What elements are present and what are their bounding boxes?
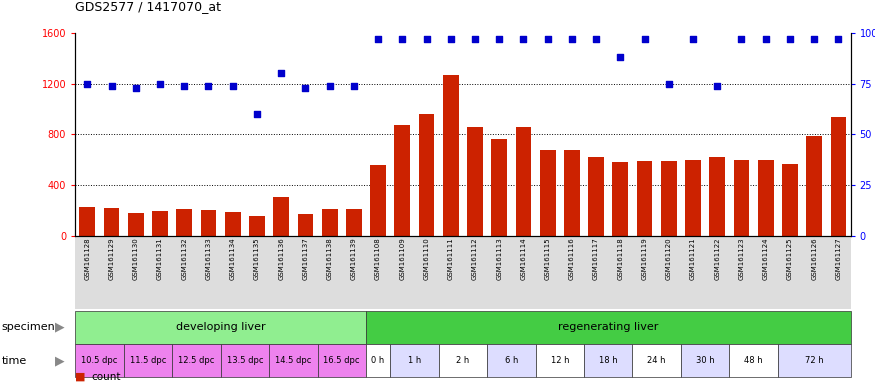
Point bbox=[346, 83, 360, 89]
Text: 16.5 dpc: 16.5 dpc bbox=[324, 356, 360, 365]
Bar bbox=[273, 197, 289, 236]
Text: 30 h: 30 h bbox=[696, 356, 715, 365]
Text: 14.5 dpc: 14.5 dpc bbox=[275, 356, 312, 365]
Bar bbox=[492, 139, 508, 236]
Text: 6 h: 6 h bbox=[505, 356, 518, 365]
Text: 72 h: 72 h bbox=[805, 356, 823, 365]
Point bbox=[323, 83, 337, 89]
Point bbox=[178, 83, 192, 89]
Point bbox=[613, 54, 627, 60]
Text: 13.5 dpc: 13.5 dpc bbox=[227, 356, 263, 365]
Bar bbox=[249, 216, 265, 236]
Text: 48 h: 48 h bbox=[745, 356, 763, 365]
Point bbox=[371, 36, 385, 42]
Text: 18 h: 18 h bbox=[598, 356, 618, 365]
Point bbox=[444, 36, 458, 42]
Point bbox=[396, 36, 410, 42]
Bar bbox=[225, 212, 241, 236]
Text: 12.5 dpc: 12.5 dpc bbox=[178, 356, 214, 365]
Bar bbox=[104, 208, 120, 236]
Bar bbox=[661, 161, 676, 236]
Bar bbox=[322, 209, 338, 236]
Bar bbox=[733, 161, 749, 236]
Bar bbox=[467, 127, 483, 236]
Bar bbox=[685, 160, 701, 236]
Bar bbox=[540, 150, 556, 236]
Bar bbox=[564, 150, 580, 236]
Bar bbox=[758, 160, 774, 236]
Text: time: time bbox=[2, 356, 27, 366]
Point bbox=[201, 83, 215, 89]
Text: 0 h: 0 h bbox=[372, 356, 385, 365]
Point bbox=[686, 36, 700, 42]
Point bbox=[80, 81, 94, 87]
Point bbox=[298, 84, 312, 91]
Point bbox=[638, 36, 652, 42]
Point bbox=[274, 70, 288, 76]
Bar bbox=[80, 207, 95, 236]
Point bbox=[153, 81, 167, 87]
Point bbox=[516, 36, 530, 42]
Text: GDS2577 / 1417070_at: GDS2577 / 1417070_at bbox=[75, 0, 221, 13]
Bar bbox=[152, 211, 168, 236]
Text: developing liver: developing liver bbox=[176, 322, 265, 333]
Bar bbox=[395, 126, 410, 236]
Bar bbox=[806, 136, 822, 236]
Point bbox=[662, 81, 676, 87]
Bar bbox=[782, 164, 798, 236]
Point bbox=[565, 36, 579, 42]
Point bbox=[734, 36, 748, 42]
Point bbox=[468, 36, 482, 42]
Bar bbox=[200, 210, 216, 236]
Bar bbox=[637, 161, 653, 236]
Point bbox=[807, 36, 821, 42]
Point bbox=[831, 36, 845, 42]
Text: 2 h: 2 h bbox=[456, 356, 470, 365]
Bar bbox=[418, 114, 434, 236]
Bar bbox=[612, 162, 628, 236]
Text: 11.5 dpc: 11.5 dpc bbox=[130, 356, 166, 365]
Text: 10.5 dpc: 10.5 dpc bbox=[81, 356, 117, 365]
Bar bbox=[128, 213, 144, 236]
Bar bbox=[830, 117, 846, 236]
Text: 12 h: 12 h bbox=[550, 356, 569, 365]
Text: regenerating liver: regenerating liver bbox=[558, 322, 658, 333]
Text: ■: ■ bbox=[75, 372, 86, 382]
Point bbox=[226, 83, 240, 89]
Bar bbox=[588, 157, 604, 236]
Bar bbox=[346, 209, 361, 236]
Point bbox=[783, 36, 797, 42]
Text: count: count bbox=[91, 372, 121, 382]
Bar bbox=[298, 214, 313, 236]
Point bbox=[541, 36, 555, 42]
Point bbox=[493, 36, 507, 42]
Point bbox=[589, 36, 603, 42]
Bar bbox=[443, 74, 458, 236]
Point bbox=[105, 83, 119, 89]
Text: specimen: specimen bbox=[2, 322, 55, 333]
Text: 1 h: 1 h bbox=[408, 356, 421, 365]
Point bbox=[759, 36, 773, 42]
Point bbox=[250, 111, 264, 117]
Point bbox=[419, 36, 433, 42]
Bar bbox=[177, 209, 192, 236]
Text: 24 h: 24 h bbox=[648, 356, 666, 365]
Point bbox=[710, 83, 724, 89]
Bar bbox=[710, 157, 725, 236]
Bar bbox=[515, 127, 531, 236]
Text: ▶: ▶ bbox=[55, 354, 65, 367]
Bar bbox=[370, 165, 386, 236]
Text: ▶: ▶ bbox=[55, 321, 65, 334]
Point bbox=[129, 84, 143, 91]
